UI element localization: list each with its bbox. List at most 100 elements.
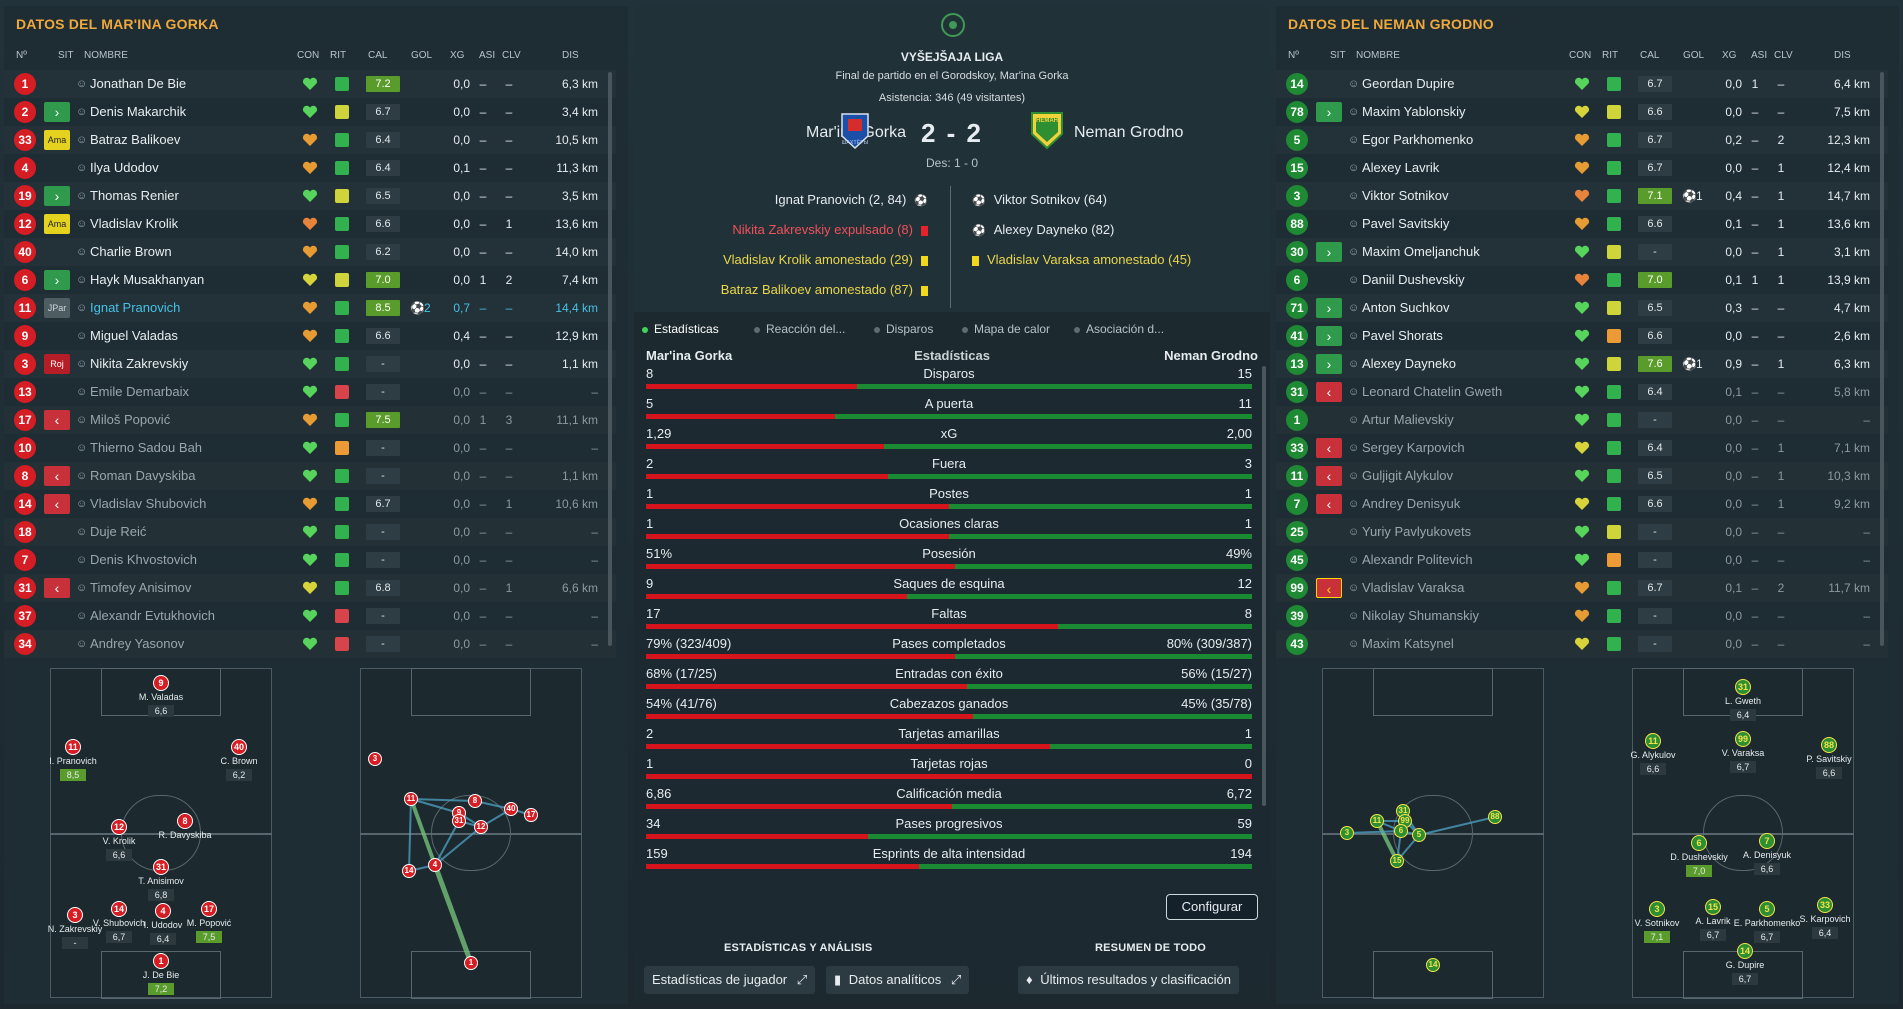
player-row[interactable]: 17 ‹ ☺ Miloš Popović 7.5 0,0 1 3 11,1 km <box>4 406 616 434</box>
player-name[interactable]: Duje Reić <box>90 524 147 539</box>
player-row[interactable]: 99 ‹ ☺ Vladislav Varaksa 6.7 0,1– 2 11,7 km <box>1276 574 1888 602</box>
player-name[interactable]: Andrey Yasonov <box>90 636 185 651</box>
player-row[interactable]: 15 ☺ Alexey Lavrik 6.7 0,0– 1 12,4 km <box>1276 154 1888 182</box>
player-position-marker[interactable]: 11 <box>65 739 81 755</box>
player-name[interactable]: Artur Malievskiy <box>1362 412 1454 427</box>
player-row[interactable]: 30 › ☺ Maxim Omeljanchuk - 0,0– 1 3,1 km <box>1276 238 1888 266</box>
col-num[interactable]: Nº <box>16 50 27 61</box>
player-name[interactable]: Roman Davyskiba <box>90 468 196 483</box>
results-button[interactable]: ♦ Últimos resultados y clasificación <box>1018 966 1239 994</box>
player-row[interactable]: 14 ‹ ☺ Vladislav Shubovich 6.7 0,0– 1 10,6 km <box>4 490 616 518</box>
player-row[interactable]: 5 ☺ Egor Parkhomenko 6.7 0,2– 2 12,3 km <box>1276 126 1888 154</box>
player-name[interactable]: Pavel Shorats <box>1362 328 1443 343</box>
player-row[interactable]: 1 ☺ Jonathan De Bie 7.2 0,0– –6,3 km <box>4 70 616 98</box>
col-asi[interactable]: ASI <box>1751 50 1768 61</box>
player-position-marker[interactable]: 33 <box>1817 897 1833 913</box>
player-name[interactable]: Egor Parkhomenko <box>1362 132 1474 147</box>
player-row[interactable]: 31 ‹ ☺ Leonard Chatelin Gweth 6.4 0,1– –5,8 km <box>1276 378 1888 406</box>
player-name[interactable]: Andrey Denisyuk <box>1362 496 1461 511</box>
player-row[interactable]: 40 ☺ Charlie Brown 6.2 0,0– –14,0 km <box>4 238 616 266</box>
player-name[interactable]: Denis Makarchik <box>90 104 187 119</box>
analytics-button[interactable]: ▮ Datos analíticos ⤢ <box>826 966 970 994</box>
player-row[interactable]: 45 ☺ Alexandr Politevich -0,0– – – <box>1276 546 1888 574</box>
player-name[interactable]: Alexandr Evtukhovich <box>90 608 216 623</box>
col-name[interactable]: NOMBRE <box>1356 50 1400 61</box>
col-num[interactable]: Nº <box>1288 50 1299 61</box>
player-name[interactable]: Batraz Balikoev <box>90 132 181 147</box>
player-name[interactable]: Pavel Savitskiy <box>1362 216 1450 231</box>
network-node[interactable]: 3 <box>368 752 382 766</box>
col-dis[interactable]: DIS <box>562 50 579 61</box>
player-row[interactable]: 33 Ama ☺ Batraz Balikoev 6.4 0,0– –10,5 km <box>4 126 616 154</box>
network-node[interactable]: 88 <box>1488 810 1502 824</box>
player-row[interactable]: 2 › ☺ Denis Makarchik 6.7 0,0– –3,4 km <box>4 98 616 126</box>
player-row[interactable]: 13 ☺ Emile Demarbaix -0,0– – – <box>4 378 616 406</box>
player-position-marker[interactable]: 4 <box>155 903 171 919</box>
player-row[interactable]: 13 › ☺ Alexey Dayneko 7.6 ⚽ 1 0,9–1 6,3 km <box>1276 350 1888 378</box>
player-row[interactable]: 4 ☺ Ilya Udodov 6.4 0,1– –11,3 km <box>4 154 616 182</box>
configure-button[interactable]: Configurar <box>1166 894 1258 920</box>
network-node[interactable]: 40 <box>504 802 518 816</box>
player-name[interactable]: Thierno Sadou Bah <box>90 440 203 455</box>
player-name[interactable]: Geordan Dupire <box>1362 76 1455 91</box>
network-node[interactable]: 14 <box>1426 958 1440 972</box>
col-rit[interactable]: RIT <box>1602 50 1619 61</box>
col-sit[interactable]: SIT <box>1330 50 1346 61</box>
player-name[interactable]: Miguel Valadas <box>90 328 178 343</box>
col-clv[interactable]: CLV <box>1774 50 1793 61</box>
col-xg[interactable]: XG <box>450 50 465 61</box>
player-name[interactable]: Leonard Chatelin Gweth <box>1362 384 1503 399</box>
competition-name[interactable]: VYŠEJŠAJA LIGA <box>900 50 1004 64</box>
player-row[interactable]: 25 ☺ Yuriy Pavlyukovets -0,0– – – <box>1276 518 1888 546</box>
stats-tab[interactable]: Mapa de calor <box>962 322 1050 336</box>
player-name[interactable]: Alexey Lavrik <box>1362 160 1440 175</box>
col-asi[interactable]: ASI <box>479 50 496 61</box>
player-name[interactable]: Maxim Yablonskiy <box>1362 104 1466 119</box>
player-position-marker[interactable]: 5 <box>1759 901 1775 917</box>
away-team-name[interactable]: Neman Grodno <box>1074 124 1184 141</box>
stats-tab[interactable]: Reacción del... <box>754 322 845 336</box>
player-position-marker[interactable]: 31 <box>153 859 169 875</box>
player-position-marker[interactable]: 11 <box>1645 733 1661 749</box>
player-name[interactable]: Denis Khvostovich <box>90 552 197 567</box>
player-row[interactable]: 7 ☺ Denis Khvostovich -0,0– – – <box>4 546 616 574</box>
away-badge-icon[interactable]: НЕМАН <box>1030 110 1064 150</box>
player-name[interactable]: Viktor Sotnikov <box>1362 188 1449 203</box>
network-node[interactable]: 17 <box>524 808 538 822</box>
network-node[interactable]: 8 <box>468 794 482 808</box>
player-row[interactable]: 88 ☺ Pavel Savitskiy 6.6 0,1– 1 13,6 km <box>1276 210 1888 238</box>
player-name[interactable]: Thomas Renier <box>90 188 179 203</box>
network-node[interactable]: 6 <box>1394 824 1408 838</box>
network-node[interactable]: 1 <box>464 956 478 970</box>
player-row[interactable]: 6 › ☺ Hayk Musakhanyan 7.0 0,0 1 2 7,4 km <box>4 266 616 294</box>
player-row[interactable]: 1 ☺ Artur Malievskiy -0,0– – – <box>1276 406 1888 434</box>
player-row[interactable]: 41 › ☺ Pavel Shorats 6.6 0,0– –2,6 km <box>1276 322 1888 350</box>
player-row[interactable]: 7 ‹ ☺ Andrey Denisyuk 6.6 0,0– 1 9,2 km <box>1276 490 1888 518</box>
col-sit[interactable]: SIT <box>58 50 74 61</box>
col-dis[interactable]: DIS <box>1834 50 1851 61</box>
player-position-marker[interactable]: 7 <box>1759 833 1775 849</box>
player-name[interactable]: Vladislav Varaksa <box>1362 580 1465 595</box>
player-name[interactable]: Charlie Brown <box>90 244 172 259</box>
col-clv[interactable]: CLV <box>502 50 521 61</box>
player-name[interactable]: Alexey Dayneko <box>1362 356 1456 371</box>
network-node[interactable]: 31 <box>452 814 466 828</box>
col-cal[interactable]: CAL <box>368 50 388 61</box>
player-row[interactable]: 43 ☺ Maxim Katsynel -0,0– – – <box>1276 630 1888 658</box>
player-position-marker[interactable]: 3 <box>1649 901 1665 917</box>
network-node[interactable]: 3 <box>1340 826 1354 840</box>
col-con[interactable]: CON <box>1569 50 1592 61</box>
player-row[interactable]: 14 ☺ Geordan Dupire 6.7 0,0 1 – 6,4 km <box>1276 70 1888 98</box>
player-name[interactable]: Hayk Musakhanyan <box>90 272 205 287</box>
player-position-marker[interactable]: 88 <box>1821 737 1837 753</box>
col-cal[interactable]: CAL <box>1640 50 1660 61</box>
home-badge-icon[interactable]: ШАХТЁРЫ <box>840 110 870 150</box>
player-position-marker[interactable]: 8 <box>177 813 193 829</box>
player-row[interactable]: 6 ☺ Daniil Dushevskiy 7.0 0,1 1 1 13,9 km <box>1276 266 1888 294</box>
player-name[interactable]: Emile Demarbaix <box>90 384 189 399</box>
player-row[interactable]: 10 ☺ Thierno Sadou Bah -0,0– – – <box>4 434 616 462</box>
player-name[interactable]: Sergey Karpovich <box>1362 440 1465 455</box>
player-position-marker[interactable]: 12 <box>111 819 127 835</box>
network-node[interactable]: 5 <box>1412 828 1426 842</box>
player-name[interactable]: Anton Suchkov <box>1362 300 1450 315</box>
